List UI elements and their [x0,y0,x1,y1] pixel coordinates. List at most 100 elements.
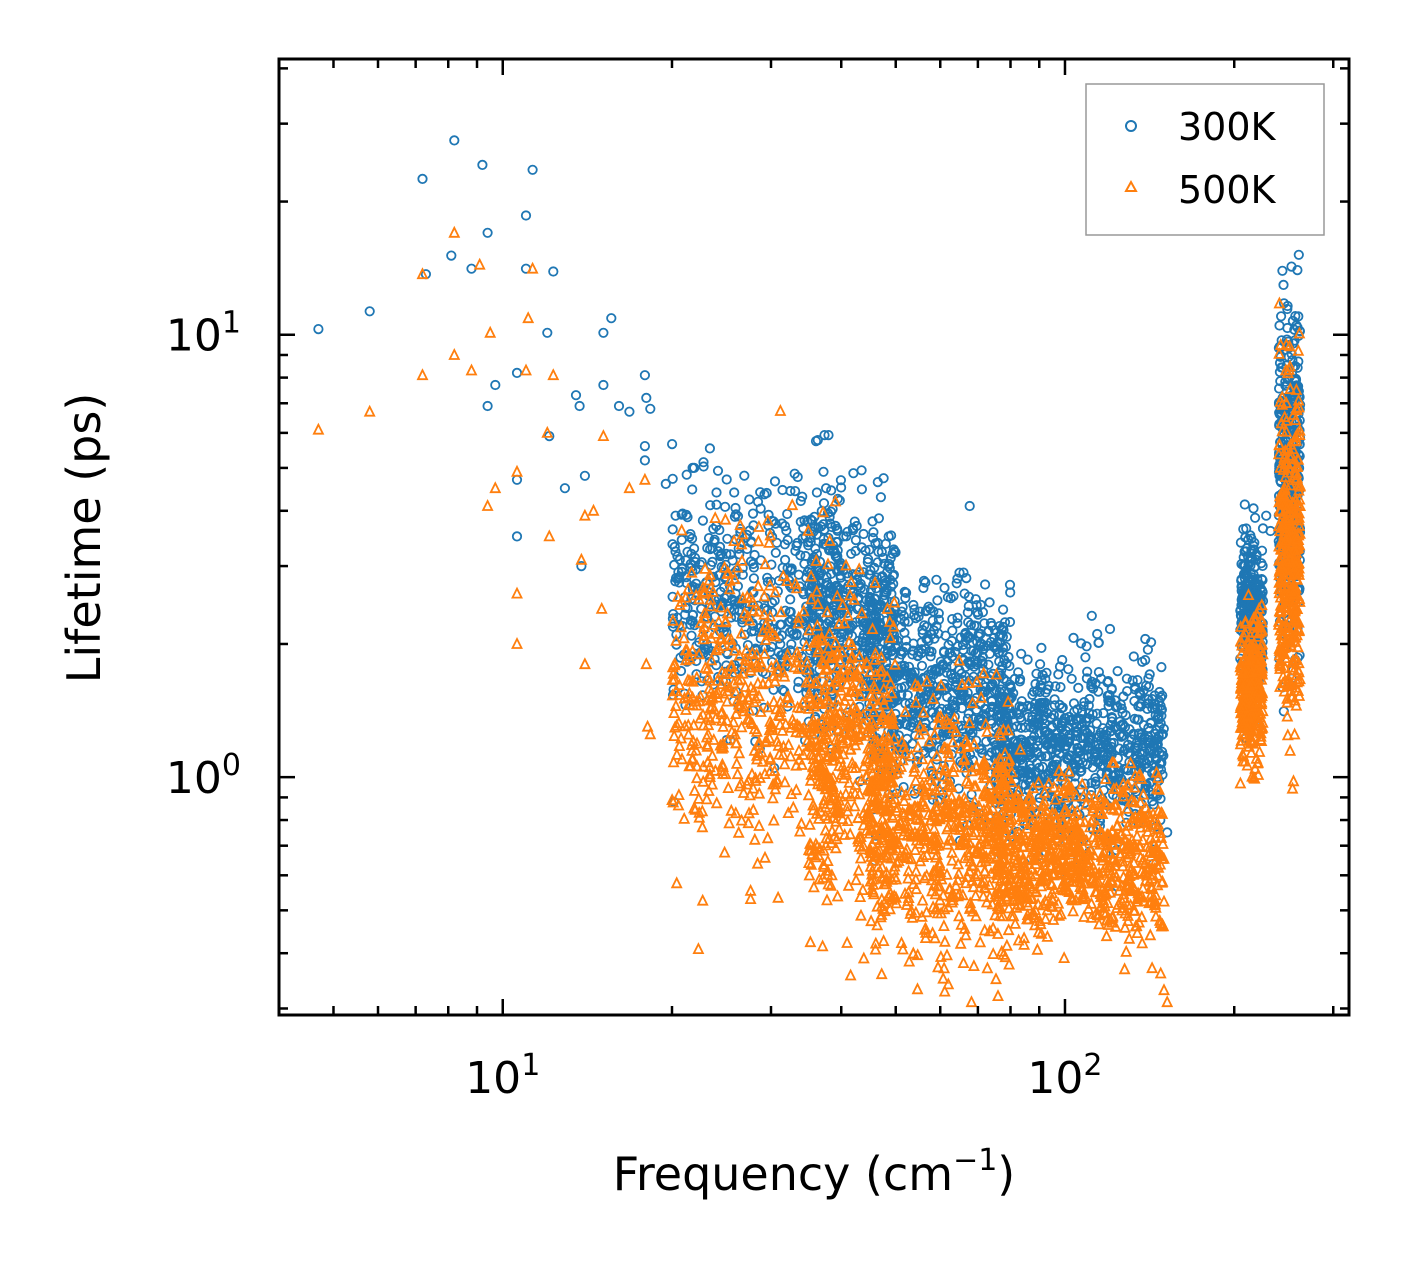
point-300k [878,552,889,564]
point-500k [829,746,842,759]
point-500k [886,810,899,823]
point-500k [824,737,837,750]
point-300k [667,473,678,484]
point-500k [805,592,818,605]
point-300k [1040,751,1051,762]
point-500k [873,843,886,856]
point-500k [748,832,761,845]
point-300k [1081,673,1093,684]
point-300k [1156,710,1167,721]
point-300k [1068,632,1079,644]
point-300k [959,629,971,640]
point-500k [691,759,704,772]
point-500k [889,792,902,805]
point-500k [855,606,868,619]
point-500k [747,781,760,794]
point-300k [784,606,795,617]
point-300k [1092,708,1103,719]
point-300k [825,582,836,593]
point-300k [511,367,523,378]
point-300k [978,664,989,675]
point-300k [922,633,933,644]
point-500k [703,767,716,780]
point-300k [670,546,681,557]
point-500k [744,788,756,801]
point-500k [983,924,996,937]
point-300k [777,684,788,696]
point-500k [717,719,730,732]
point-500k [885,851,898,864]
point-500k [895,936,908,948]
point-300k [875,492,887,503]
point-500k [730,756,743,769]
point-500k [938,902,951,915]
point-300k [925,651,936,662]
point-500k [956,888,969,901]
point-300k [785,564,796,575]
point-300k [1291,320,1302,331]
point-500k [902,885,915,898]
point-500k [855,772,868,785]
point-500k [970,758,983,771]
point-500k [704,592,717,605]
point-300k [830,548,841,559]
point-300k [1088,683,1099,694]
point-300k [779,554,791,566]
point-300k [639,455,651,466]
point-500k [854,830,867,842]
point-500k [666,672,679,685]
point-500k [666,688,679,701]
point-300k [313,323,324,335]
point-500k [737,785,750,798]
point-300k [823,429,834,441]
point-500k [853,649,866,662]
point-300k [952,641,963,652]
point-500k [816,939,829,952]
point-300k [945,704,956,716]
point-300k [872,476,883,488]
point-500k [905,903,918,916]
point-300k [1039,710,1050,722]
point-300k [818,466,829,477]
point-500k [855,728,868,741]
point-500k [791,718,804,731]
point-300k [838,531,849,542]
point-300k [482,400,493,412]
point-500k [748,722,761,735]
point-300k [1103,675,1114,687]
point-500k [825,778,838,791]
point-500k [706,748,719,761]
point-500k [782,737,795,750]
point-300k [925,669,937,680]
point-500k [848,799,861,812]
point-500k [836,645,849,658]
point-300k [880,580,891,591]
point-500k [706,777,719,790]
point-300k [959,588,970,599]
point-300k [1081,713,1092,724]
point-300k [1278,279,1289,290]
point-300k [680,555,692,566]
point-500k [697,632,710,645]
point-500k [764,578,776,591]
point-500k [772,663,784,676]
point-300k [729,487,740,498]
point-500k [991,765,1004,778]
point-500k [793,824,806,837]
point-500k [947,893,959,906]
point-300k [1143,694,1154,705]
point-300k [793,569,804,580]
point-500k [753,818,766,831]
point-300k [739,629,751,640]
point-300k [797,491,808,502]
point-500k [879,791,892,804]
point-300k [781,525,792,536]
point-300k [669,541,680,553]
point-500k [820,831,833,844]
point-300k [1151,739,1162,750]
point-500k [804,747,817,760]
point-500k [822,557,834,570]
point-300k [1073,682,1084,694]
point-500k [966,696,979,709]
point-300k [825,518,836,529]
